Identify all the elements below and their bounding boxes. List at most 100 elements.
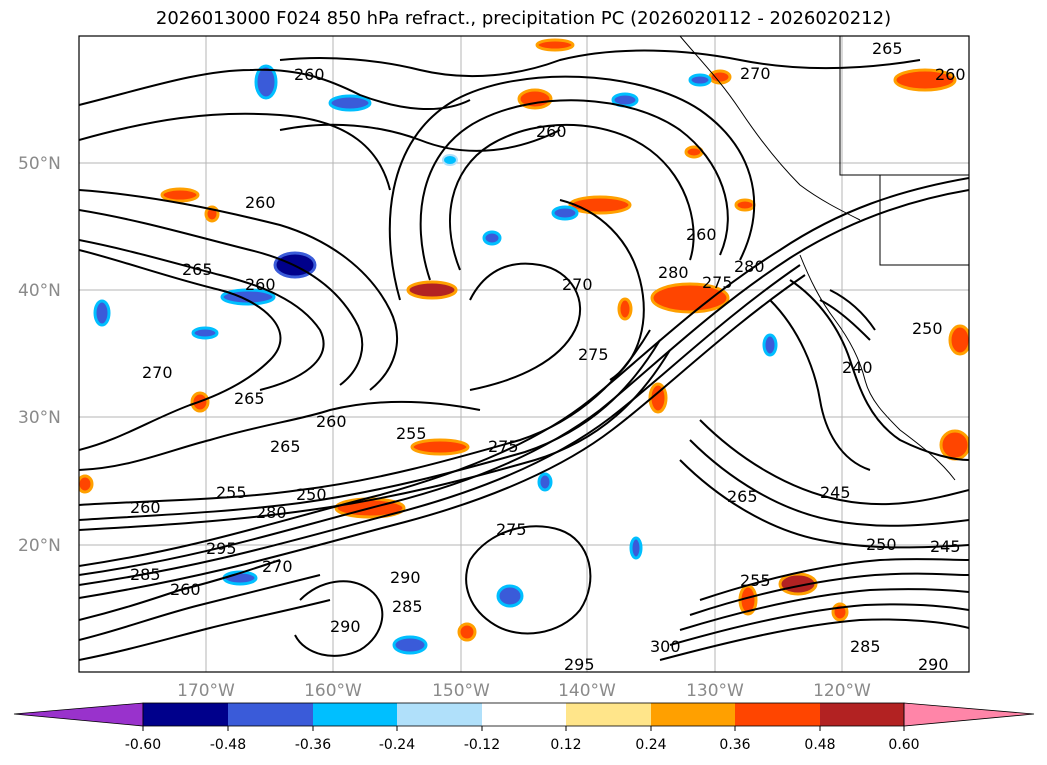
contour-line [279, 49, 921, 78]
contour-line [79, 599, 331, 661]
lon-label-120w: 120°W [813, 681, 871, 701]
colorbar-tick-label: 0.36 [719, 737, 750, 753]
contour-line [819, 299, 871, 341]
contour-label: 255 [216, 483, 247, 502]
colorbar-tick-label: -0.60 [125, 737, 161, 753]
precip-patch [948, 324, 969, 356]
contour-line [79, 264, 801, 586]
precip-patch [406, 280, 458, 300]
precip-patch [79, 474, 94, 494]
colorbar-tick-label: -0.36 [295, 737, 331, 753]
precip-patch [410, 438, 470, 456]
contour-label: 270 [142, 363, 173, 382]
colorbar-segment [482, 703, 566, 726]
contour-label: 250 [296, 485, 327, 504]
contour-label: 270 [262, 557, 293, 576]
contour-line [79, 339, 661, 521]
contour-line [699, 558, 969, 601]
contour-line [469, 262, 581, 391]
contour-label: 245 [930, 537, 961, 556]
colorbar-segment [735, 703, 820, 726]
contour-line [279, 123, 561, 152]
contour-line [79, 400, 481, 471]
contour-line [689, 572, 969, 616]
contour-label: 270 [562, 275, 593, 294]
colorbar-tick-label: 0.12 [550, 737, 581, 753]
precip-patch [220, 288, 276, 306]
contour-line [294, 580, 384, 657]
precip-patch [392, 635, 428, 655]
coastline [799, 254, 956, 481]
lat-label-40n: 40°N [18, 281, 61, 301]
contour-line [79, 559, 281, 621]
contour-label: 290 [330, 617, 361, 636]
contour-label: 295 [206, 539, 237, 558]
lon-label-150w: 150°W [432, 681, 490, 701]
colorbar-extend-left [13, 702, 144, 727]
graticule [79, 36, 969, 672]
contour-label: 275 [578, 345, 609, 364]
contour-line [419, 99, 729, 281]
colorbar-extend-right [903, 702, 1035, 727]
contour-label: 240 [842, 358, 873, 377]
precip-patch [939, 429, 969, 461]
refractivity-contours [79, 49, 969, 661]
colorbar-tick-label: 0.24 [635, 737, 666, 753]
contour-label: 260 [294, 65, 325, 84]
precip-patch [629, 536, 643, 560]
contour-label: 260 [130, 498, 161, 517]
precip-patch [688, 73, 712, 87]
precip-patch [650, 282, 730, 314]
contour-line [79, 189, 969, 576]
contour-line [789, 279, 969, 461]
contour-label: 265 [234, 389, 265, 408]
lon-label-160w: 160°W [304, 681, 362, 701]
contour-line [679, 588, 969, 631]
precip-patch [160, 187, 200, 203]
contour-label: 280 [658, 263, 689, 282]
colorbar-tick-label: 0.60 [888, 737, 919, 753]
contour-line [79, 209, 364, 386]
colorbar-segment [313, 703, 397, 726]
border-line [839, 36, 969, 176]
map-area [79, 36, 969, 672]
contour-line [669, 603, 969, 646]
contour-line [769, 299, 871, 471]
map-frame [78, 35, 970, 673]
contour-line [659, 618, 969, 661]
contour-label: 290 [390, 568, 421, 587]
contour-label: 290 [918, 655, 949, 674]
colorbar-tick-label: -0.12 [464, 737, 500, 753]
contour-label: 260 [170, 580, 201, 599]
contour-line [79, 112, 391, 191]
contour-label: 250 [866, 535, 897, 554]
longitude-labels: 170°W 160°W 150°W 140°W 130°W 120°W [177, 681, 871, 701]
contour-label: 280 [734, 257, 765, 276]
contour-label: 295 [564, 655, 595, 674]
contour-label: 265 [872, 39, 903, 58]
contour-label: 250 [912, 319, 943, 338]
precip-patch [191, 326, 219, 340]
precip-patch [535, 38, 575, 52]
coastlines [679, 36, 969, 481]
colorbar-tick-label: -0.24 [379, 737, 415, 753]
precip-patch [568, 195, 632, 215]
contour-label: 265 [182, 260, 213, 279]
lat-label-30n: 30°N [18, 408, 61, 428]
lon-label-130w: 130°W [686, 681, 744, 701]
contour-labels: 265 260 270 260 260 260 265 260 260 270 … [130, 39, 966, 674]
colorbar: -0.60 -0.48 -0.36 -0.24 -0.12 0.12 0.24 … [13, 702, 1035, 753]
contour-line [679, 459, 969, 549]
contour-line [449, 123, 695, 271]
border-line [879, 175, 969, 266]
contour-label: 260 [316, 412, 347, 431]
contour-label: 275 [488, 437, 519, 456]
contour-label: 265 [727, 487, 758, 506]
contour-line [689, 439, 969, 527]
coastline [679, 36, 861, 221]
contour-label: 255 [740, 571, 771, 590]
precip-patch [708, 69, 732, 85]
precip-patch [893, 68, 957, 92]
contour-label: 285 [392, 597, 423, 616]
